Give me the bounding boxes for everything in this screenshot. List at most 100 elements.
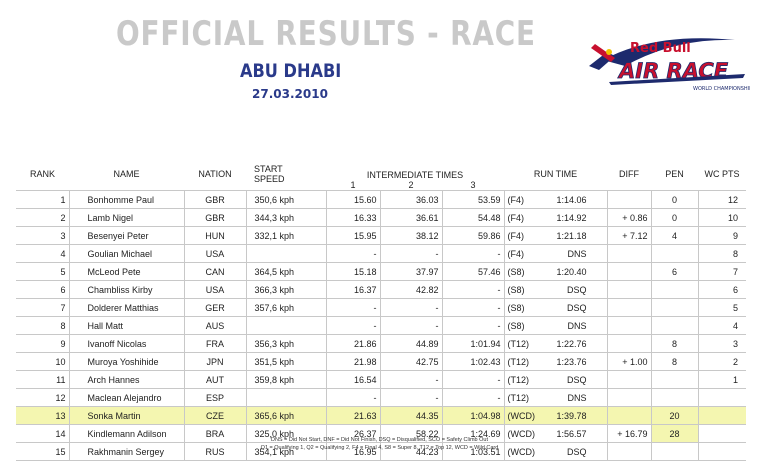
cell-pen [650,280,698,299]
table-row: 8 Hall Matt AUS - - - (S8) DNS 4 [16,316,746,335]
cell-rank: 6 [16,280,69,299]
header-diff: DIFF [619,169,639,179]
cell-rank: 8 [16,316,69,335]
cell-nation: GBR [183,208,246,227]
cell-name: Arch Hannes [68,370,184,389]
cell-stage: (S8) [503,316,541,335]
cell-rank: 15 [16,442,69,461]
cell-stage: (F4) [503,190,541,209]
table-row: 13 Sonka Martin CZE 365,6 kph 21.63 44.35 1:04… [16,406,746,425]
cell-rank: 14 [16,424,69,443]
results-table: RANK NAME NATION START SPEED INTERMEDIATE… [16,158,746,461]
cell-pen [650,298,698,317]
cell-run-time: 1:39.78 [541,406,607,425]
cell-stage: (T12) [503,334,541,353]
cell-stage: (S8) [503,280,541,299]
cell-name: Goulian Michael [68,244,184,263]
cell-rank: 5 [16,262,69,281]
cell-rank: 3 [16,226,69,245]
cell-intermediate-2: 42.75 [379,352,442,371]
cell-nation: CAN [183,262,246,281]
cell-nation: USA [183,280,246,299]
cell-intermediate-1: - [325,298,380,317]
cell-intermediate-2: 36.03 [379,190,442,209]
cell-wc-pts: 4 [697,316,746,335]
table-row: 10 Muroya Yoshihide JPN 351,5 kph 21.98 42.75… [16,352,746,371]
cell-run-time: 1:20.40 [541,262,607,281]
cell-intermediate-3: 57.46 [441,262,504,281]
cell-run-time: DSQ [541,280,607,299]
cell-stage: (F4) [503,226,541,245]
cell-nation: FRA [183,334,246,353]
cell-run-time: 1:22.76 [541,334,607,353]
cell-intermediate-1: 16.33 [325,208,380,227]
cell-diff [606,406,651,425]
page-title: OFFICIAL RESULTS - RACE [116,14,536,54]
cell-nation: ESP [183,388,246,407]
cell-start-speed [245,316,326,335]
cell-diff [606,442,651,461]
cell-pen [650,388,698,407]
cell-nation: AUT [183,370,246,389]
cell-nation: AUS [183,316,246,335]
cell-intermediate-2: - [379,298,442,317]
header-rank: RANK [29,169,55,179]
cell-diff [606,244,651,263]
event-location: ABU DHABI [240,60,342,82]
cell-diff [606,190,651,209]
cell-wc-pts: 10 [697,208,746,227]
cell-stage: (T12) [503,388,541,407]
cell-intermediate-3: 1:03.51 [441,442,504,461]
cell-pen [650,316,698,335]
cell-diff: + 16.79 [606,424,651,443]
table-row: 6 Chambliss Kirby USA 366,3 kph 16.37 42.82-(… [16,280,746,299]
cell-wc-pts: 2 [697,352,746,371]
cell-intermediate-1: 26.37 [325,424,380,443]
footer-legend-line-2: Q1 = Qualifying 1, Q2 = Qualifying 2, F4… [260,445,499,451]
cell-rank: 9 [16,334,69,353]
cell-intermediate-1: 15.18 [325,262,380,281]
table-row: 2 Lamb Nigel GBR 344,3 kph 16.33 36.61 54.48 (F… [16,208,746,227]
svg-text:Red Bull: Red Bull [630,41,691,56]
cell-rank: 2 [16,208,69,227]
cell-pen [650,442,698,461]
cell-run-time: 1:21.18 [541,226,607,245]
cell-intermediate-3: 1:04.98 [441,406,504,425]
cell-diff [606,298,651,317]
cell-start-speed: 356,3 kph [245,334,326,353]
header-intermediate-times: INTERMEDIATE TIMES [366,170,464,180]
cell-name: Kindlemann Adilson [68,424,184,443]
header-run-time: RUN TIME [533,169,578,179]
cell-intermediate-1: 21.86 [325,334,380,353]
cell-intermediate-2: 44.23 [379,442,442,461]
footer-legend-line-1: DNS = Did Not Start, DNF = Did Not Finis… [270,437,489,443]
cell-intermediate-2: 44.35 [379,406,442,425]
cell-pen [650,244,698,263]
cell-diff: + 1.00 [606,352,651,371]
table-row: 3 Besenyei Peter HUN 332,1 kph 15.95 38.12 59.… [16,226,746,245]
cell-diff [606,334,651,353]
event-date: 27.03.2010 [252,87,328,101]
cell-nation: GBR [183,190,246,209]
table-row: 12 Maclean Alejandro ESP - - - (T12) DNS [16,388,746,407]
cell-pen: 0 [650,190,698,209]
cell-start-speed [245,244,326,263]
header-int-2: 2 [408,180,414,190]
cell-start-speed: 359,8 kph [245,370,326,389]
table-row: 1 Bonhomme Paul GBR 350,6 kph 15.60 36.03 53.5… [16,190,746,209]
cell-intermediate-3: - [441,388,504,407]
cell-stage: (WCD) [503,442,541,461]
cell-rank: 13 [16,406,69,425]
cell-run-time: DSQ [541,298,607,317]
cell-run-time: 1:14.92 [541,208,607,227]
cell-name: Muroya Yoshihide [68,352,184,371]
cell-intermediate-3: - [441,316,504,335]
table-row: 5 McLeod Pete CAN 364,5 kph 15.18 37.97 57.46(… [16,262,746,281]
cell-intermediate-2: 58.22 [379,424,442,443]
cell-name: McLeod Pete [68,262,184,281]
cell-stage: (F4) [503,244,541,263]
cell-diff [606,280,651,299]
cell-pen: 8 [650,334,698,353]
cell-intermediate-1: - [325,388,380,407]
cell-intermediate-2: - [379,388,442,407]
